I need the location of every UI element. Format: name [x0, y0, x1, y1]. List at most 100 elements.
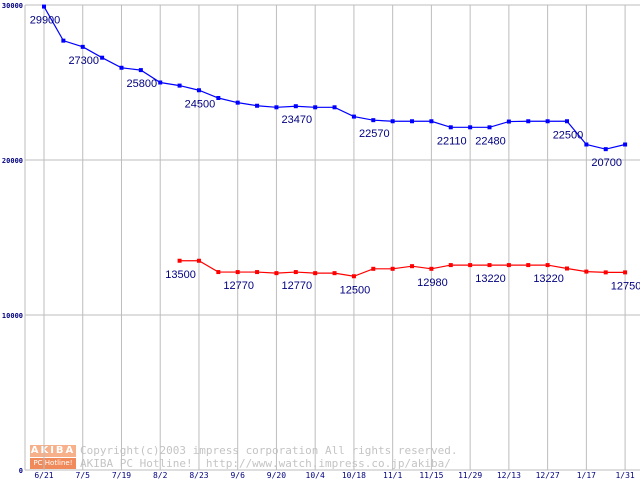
blue-data-point [119, 65, 124, 70]
blue-data-point [623, 142, 628, 147]
blue-data-point [80, 44, 85, 49]
blue-data-point [313, 105, 318, 110]
red-data-label: 12750 [611, 280, 640, 292]
red-data-point [506, 263, 511, 268]
blue-data-label: 23470 [282, 114, 313, 126]
red-data-point [448, 263, 453, 268]
blue-data-point [429, 119, 434, 124]
y-tick-label: 10000 [2, 312, 23, 320]
blue-data-point [138, 68, 143, 73]
red-data-point [390, 266, 395, 271]
red-data-label: 13220 [533, 273, 564, 285]
blue-data-point [564, 119, 569, 124]
blue-data-label: 29900 [30, 15, 61, 27]
red-data-point [235, 270, 240, 275]
y-tick-label: 30000 [2, 2, 23, 10]
red-data-point [196, 258, 201, 263]
blue-data-point [584, 142, 589, 147]
x-tick-label: 11/1 [383, 471, 402, 480]
blue-data-point [177, 83, 182, 88]
blue-data-label: 27300 [68, 55, 99, 67]
red-data-point [351, 274, 356, 279]
blue-data-point [255, 103, 260, 108]
red-data-point [526, 263, 531, 268]
blue-data-label: 22500 [553, 129, 584, 141]
red-data-label: 12500 [340, 284, 371, 296]
red-series-line [179, 260, 626, 277]
blue-data-point [196, 88, 201, 93]
blue-data-point [235, 100, 240, 105]
y-tick-label: 20000 [2, 157, 23, 165]
blue-data-label: 22570 [359, 128, 390, 140]
red-data-label: 12980 [417, 277, 448, 289]
red-data-point [564, 266, 569, 271]
y-tick-label: 0 [19, 467, 23, 475]
url-line: AKIBA PC Hotline! http://www.watch.impre… [80, 457, 451, 470]
red-data-label: 13220 [475, 273, 506, 285]
blue-data-point [42, 4, 46, 9]
red-data-point [177, 258, 182, 263]
blue-data-point [603, 147, 608, 152]
x-tick-label: 10/18 [342, 471, 366, 480]
blue-data-point [506, 119, 511, 124]
x-tick-label: 1/31 [615, 471, 634, 480]
blue-data-point [526, 119, 531, 124]
red-data-point [545, 263, 550, 268]
logo-top: AKIBA [30, 445, 76, 457]
red-data-point [274, 271, 279, 276]
red-data-label: 13500 [165, 269, 196, 281]
blue-data-label: 20700 [591, 157, 622, 169]
logo-bottom: PC Hotline! [30, 458, 76, 469]
blue-data-label: 22480 [475, 135, 506, 147]
red-data-point [371, 266, 376, 271]
red-data-point [410, 264, 415, 269]
x-tick-label: 9/6 [230, 471, 245, 480]
copyright-line: Copyright(c)2003 impress corporation All… [80, 444, 458, 457]
x-tick-label: 12/13 [497, 471, 521, 480]
blue-data-point [100, 55, 105, 60]
red-data-point [487, 263, 492, 268]
x-tick-label: 8/23 [189, 471, 208, 480]
red-data-point [603, 270, 608, 275]
red-data-point [216, 270, 221, 275]
blue-data-point [545, 119, 550, 124]
blue-data-point [216, 96, 221, 100]
red-data-label: 12770 [282, 280, 313, 292]
x-tick-label: 6/21 [34, 471, 53, 480]
blue-data-point [61, 38, 66, 43]
blue-data-point [410, 119, 415, 124]
x-tick-label: 9/20 [267, 471, 286, 480]
blue-data-point [351, 114, 356, 119]
copyright-watermark: Copyright(c)2003 impress corporation All… [80, 444, 458, 470]
akiba-logo: AKIBA PC Hotline! [30, 445, 76, 469]
red-data-point [584, 269, 589, 274]
blue-data-label: 24500 [185, 98, 216, 110]
red-data-point [332, 271, 337, 276]
red-data-point [623, 270, 628, 275]
x-tick-label: 12/27 [536, 471, 560, 480]
blue-data-point [468, 125, 473, 130]
x-tick-label: 1/17 [577, 471, 596, 480]
blue-data-point [448, 125, 453, 130]
x-tick-label: 8/2 [153, 471, 168, 480]
blue-data-label: 22110 [437, 135, 467, 147]
x-tick-label: 11/29 [458, 471, 482, 480]
blue-data-point [371, 118, 376, 123]
red-data-point [468, 263, 473, 268]
x-tick-label: 7/5 [76, 471, 91, 480]
red-data-label: 12770 [223, 280, 254, 292]
x-tick-label: 11/15 [419, 471, 443, 480]
x-tick-label: 10/4 [306, 471, 325, 480]
blue-data-point [293, 104, 298, 109]
blue-data-point [274, 105, 279, 110]
x-tick-label: 7/19 [112, 471, 131, 480]
blue-data-point [158, 80, 163, 85]
red-data-point [293, 270, 298, 275]
red-data-point [313, 271, 318, 276]
red-data-point [429, 266, 434, 271]
blue-data-point [332, 105, 337, 110]
blue-data-point [390, 119, 395, 124]
blue-data-point [487, 125, 492, 130]
red-data-point [255, 270, 260, 275]
